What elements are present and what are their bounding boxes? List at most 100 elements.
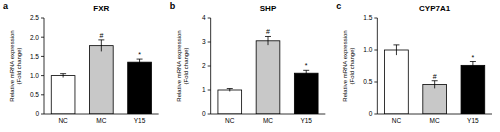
x-tick-label: Y15	[467, 117, 479, 124]
x-tick-label: Y15	[300, 117, 312, 124]
significance: *	[472, 54, 475, 61]
bar	[385, 50, 409, 114]
panel: a FXR Relative mRNA expression(Fold change…	[3, 1, 159, 124]
panel: c CYP7A1 Relative mRNA expression(Fold cha…	[336, 1, 492, 124]
y-tick	[41, 75, 44, 76]
y-tick-label: 2	[202, 62, 206, 69]
x-axis	[211, 114, 326, 115]
error-bar	[227, 89, 233, 92]
x-axis	[377, 114, 492, 115]
x-tick-label: NC	[225, 117, 235, 124]
y-tick	[41, 94, 44, 95]
title: CYP7A1	[419, 4, 451, 13]
y-tick-label: 1.0	[363, 46, 372, 53]
error-stem	[139, 59, 140, 65]
y-tick	[374, 18, 377, 19]
x-tick-label: NC	[392, 117, 402, 124]
y-tick-label: 2.5	[30, 14, 39, 21]
error-bar	[137, 59, 143, 65]
bar	[294, 73, 318, 114]
error-bar	[432, 81, 438, 89]
error-cap	[227, 88, 233, 89]
y-tick-label: 4	[202, 14, 206, 21]
error-bar	[393, 45, 399, 55]
panel: b SHP Relative mRNA expression(Fold change…	[170, 1, 326, 124]
y-label-line: (Fold change)	[16, 47, 22, 84]
error-cap	[303, 70, 309, 71]
bar	[51, 76, 75, 114]
error-stem	[396, 45, 397, 55]
y-tick-label: 0	[202, 110, 206, 117]
y-tick	[41, 18, 44, 19]
bar	[218, 90, 242, 114]
significance: *	[138, 51, 141, 58]
y-label-line: Relative mRNA expression	[176, 30, 182, 101]
y-tick	[208, 66, 211, 67]
error-cap	[393, 44, 399, 45]
x-axis	[44, 114, 159, 115]
x-tick-label: NC	[58, 117, 68, 124]
y-tick-label: 0	[369, 110, 373, 117]
y-label-line: Relative mRNA expression	[9, 30, 15, 101]
y-tick	[374, 50, 377, 51]
plot-area	[51, 40, 151, 114]
y-label: Relative mRNA expression(Fold change)	[176, 30, 189, 101]
error-bar	[60, 74, 66, 78]
x-tick-label: Y15	[134, 117, 146, 124]
error-bar	[265, 36, 271, 45]
error-stem	[63, 74, 64, 78]
y-tick-label: 1.5	[363, 14, 372, 21]
y-tick-label: 2.0	[30, 34, 39, 41]
x-tick-label: MC	[96, 117, 106, 124]
error-bar	[98, 40, 104, 52]
y-axis	[44, 18, 45, 114]
bar	[128, 62, 152, 114]
significance: *	[305, 62, 308, 69]
y-tick-label: 1.0	[30, 72, 39, 79]
title: FXR	[93, 4, 109, 13]
y-tick	[208, 90, 211, 91]
error-stem	[229, 89, 230, 92]
y-axis	[210, 18, 211, 114]
y-label-line: Relative mRNA expression	[342, 30, 348, 101]
y-tick	[208, 114, 211, 115]
bar	[461, 65, 485, 114]
figure: aFXRRelative mRNA expression(Fold change…	[0, 0, 500, 132]
y-label: Relative mRNA expression(Fold change)	[9, 30, 22, 101]
significance: #	[433, 73, 437, 80]
y-tick	[208, 42, 211, 43]
y-tick-label: 1.5	[30, 53, 39, 60]
error-cap	[432, 80, 438, 81]
panel-label: c	[336, 1, 341, 11]
panel-label: a	[3, 1, 9, 11]
y-tick	[41, 56, 44, 57]
bar	[89, 46, 113, 114]
y-tick	[374, 114, 377, 115]
y-tick	[41, 114, 44, 115]
y-tick	[374, 82, 377, 83]
y-label: Relative mRNA expression(Fold change)	[342, 30, 355, 101]
plot-area	[218, 36, 318, 114]
y-tick-label: 1	[202, 86, 206, 93]
error-stem	[434, 81, 435, 89]
error-cap	[137, 59, 143, 60]
error-stem	[268, 36, 269, 45]
error-cap	[98, 39, 104, 40]
x-tick-label: MC	[263, 117, 273, 124]
error-cap	[470, 61, 476, 62]
y-label-line: (Fold change)	[183, 47, 189, 84]
significance: #	[266, 28, 270, 35]
y-label-line: (Fold change)	[349, 47, 355, 84]
title: SHP	[260, 4, 277, 13]
y-tick-label: 0	[35, 110, 39, 117]
error-cap	[265, 36, 271, 37]
x-tick-label: MC	[430, 117, 440, 124]
y-tick-label: 0.5	[30, 91, 39, 98]
bar	[256, 41, 280, 114]
error-stem	[101, 40, 102, 52]
y-tick-label: 3	[202, 38, 206, 45]
y-tick-label: 0.5	[363, 78, 372, 85]
significance: #	[99, 32, 103, 39]
error-stem	[472, 62, 473, 70]
panel-label: b	[170, 1, 176, 11]
